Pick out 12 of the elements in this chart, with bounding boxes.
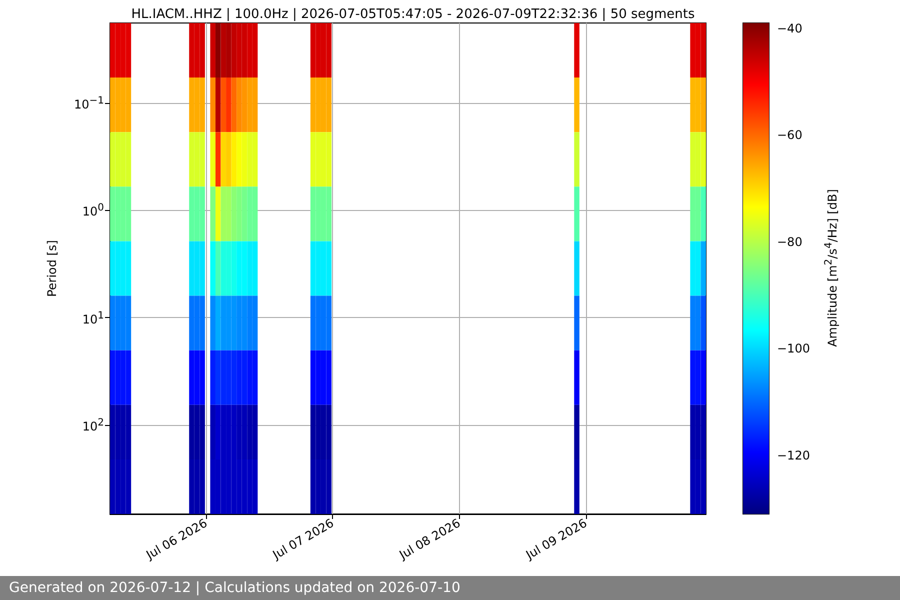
color-bar-label: −120 [777, 448, 810, 462]
color-bar-label: −80 [777, 234, 802, 249]
y-tick-label: 10$^{2}$ [82, 416, 104, 434]
color-bar-label: −100 [777, 342, 810, 356]
y-tick-label: 10$^{1}$ [82, 309, 104, 326]
color-bar-label: −40 [777, 21, 802, 36]
y-tick-label: 10$^{−1}$ [74, 94, 104, 112]
chart-title: HL.IACM..HHZ | 100.0Hz | 2026-07-05T05:47:05 - 2026-07-09T22:32:36 | 50 segments [131, 7, 696, 22]
y-axis-title: Period [s] [45, 240, 59, 297]
text: Generated on 2026-07-12 | Calculations updated on 2026-07-10 [0, 576, 900, 600]
color-bar-label: −60 [777, 128, 802, 142]
y-tick-label: 10$^{0}$ [82, 202, 104, 219]
